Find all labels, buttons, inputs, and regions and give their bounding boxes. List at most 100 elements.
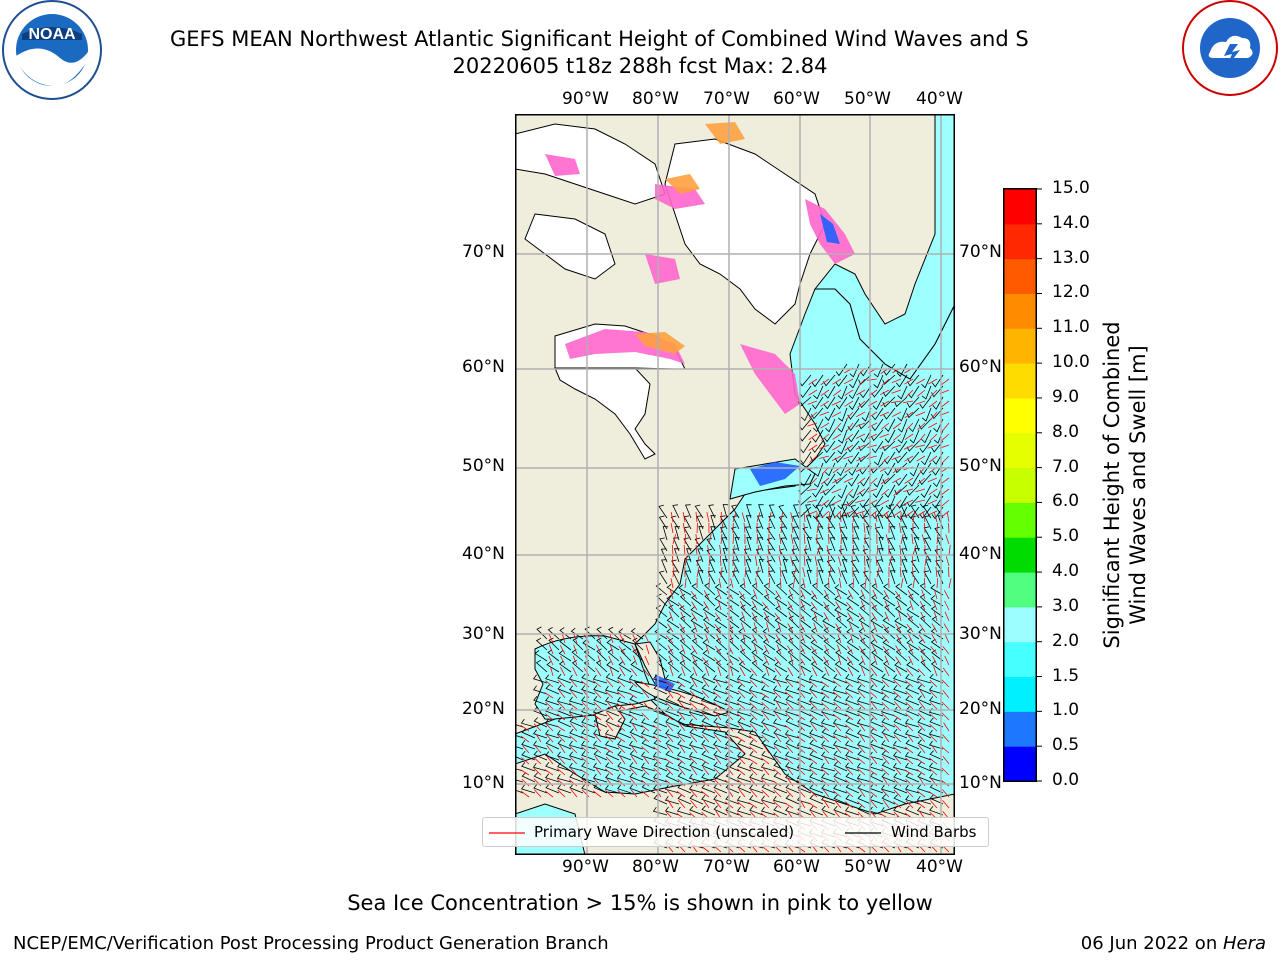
wind-barb: [582, 639, 596, 651]
wind-barb: [921, 429, 932, 444]
wave-direction-arrow: [700, 702, 710, 710]
wave-direction-arrow: [832, 713, 842, 721]
wave-direction-arrow: [816, 545, 821, 556]
wind-barb: [581, 685, 596, 695]
wind-barb: [656, 593, 668, 607]
wave-direction-arrow: [936, 534, 939, 545]
wave-direction-arrow: [749, 679, 758, 688]
wave-direction-arrow: [796, 846, 806, 853]
wind-barb: [689, 728, 704, 739]
wave-direction-arrow: [714, 645, 722, 655]
wind-barb: [544, 729, 560, 739]
wind-barb: [581, 707, 596, 717]
wave-direction-arrow: [870, 667, 878, 677]
wind-barb: [618, 628, 632, 640]
wind-barb: [930, 627, 944, 640]
wind-barb: [701, 684, 716, 695]
wave-direction-arrow: [630, 734, 638, 743]
wave-direction-arrow: [809, 701, 818, 710]
wind-barb: [713, 685, 728, 695]
wave-direction-arrow: [849, 633, 854, 644]
wind-barb: [710, 515, 716, 530]
wave-direction-arrow: [560, 655, 566, 666]
wave-direction-arrow: [837, 655, 842, 666]
wind-barb: [856, 674, 872, 684]
wind-barb: [736, 751, 752, 761]
wave-direction-arrow: [760, 757, 770, 765]
wave-direction-arrow: [744, 566, 747, 578]
wave-direction-arrow: [933, 512, 938, 523]
colorbar-tick-label: 13.0: [1052, 247, 1090, 268]
wave-direction-arrow: [676, 680, 686, 688]
wave-direction-arrow: [820, 768, 830, 776]
wind-barb: [767, 548, 776, 563]
wave-direction-arrow: [748, 802, 758, 809]
wave-direction-arrow: [737, 680, 746, 688]
wind-barb: [691, 583, 704, 596]
wind-barb: [884, 604, 896, 618]
wind-barb: [871, 495, 884, 508]
wave-direction-arrow: [904, 433, 914, 441]
wind-barb: [685, 504, 692, 519]
wave-direction-arrow: [533, 723, 542, 732]
wind-barb: [593, 695, 608, 706]
wind-barb: [664, 795, 680, 805]
wind-barb: [557, 706, 572, 717]
wind-barb: [823, 583, 836, 596]
wind-barb: [881, 695, 896, 706]
wind-barb: [821, 696, 836, 706]
wave-direction-arrow: [844, 389, 854, 396]
wind-barb: [930, 595, 944, 607]
wind-barb: [724, 729, 740, 739]
footer-host: Hera: [1222, 933, 1266, 954]
wave-direction-arrow: [894, 756, 902, 765]
wind-barb: [604, 740, 620, 750]
wave-direction-arrow: [864, 578, 867, 589]
wind-barb: [557, 739, 572, 750]
wave-direction-arrow: [714, 799, 722, 809]
wind-barb: [889, 559, 896, 574]
wave-direction-arrow: [707, 545, 710, 556]
wind-barb: [846, 660, 860, 673]
wind-barb: [907, 506, 920, 519]
wave-direction-arrow: [912, 512, 915, 523]
wind-barb: [665, 729, 680, 739]
wave-direction-arrow: [843, 510, 854, 516]
wave-direction-arrow: [765, 666, 770, 677]
wave-direction-arrow: [832, 433, 842, 440]
lat-label-left-20n: 20°N: [462, 699, 505, 719]
wind-barb: [763, 583, 776, 596]
wind-barb: [641, 772, 656, 783]
wind-barb: [671, 559, 680, 574]
wind-barb: [739, 583, 752, 596]
wind-barb: [690, 627, 704, 640]
wind-barb: [580, 740, 596, 750]
wave-direction-arrow: [919, 689, 926, 699]
wind-barb: [521, 772, 536, 783]
wind-barb: [837, 385, 848, 400]
wind-barb: [689, 696, 704, 706]
wave-direction-arrow: [689, 712, 698, 721]
wind-barb: [758, 559, 765, 574]
wind-barb: [873, 451, 884, 466]
wave-direction-arrow: [691, 645, 698, 655]
wind-barb: [569, 783, 584, 794]
wind-barb: [556, 696, 572, 706]
wave-direction-arrow: [713, 691, 722, 699]
wind-barb: [762, 638, 776, 651]
wave-direction-arrow: [664, 680, 674, 688]
wave-direction-arrow: [928, 455, 938, 463]
wave-direction-arrow: [916, 378, 926, 385]
wind-barb: [773, 685, 788, 695]
wave-direction-arrow: [832, 444, 842, 451]
wind-barb: [629, 685, 644, 695]
wave-direction-arrow: [689, 723, 698, 732]
wave-direction-arrow: [760, 692, 770, 699]
wave-direction-arrow: [751, 612, 758, 622]
wind-barb: [515, 789, 524, 794]
wave-direction-arrow: [790, 655, 794, 666]
wind-barb: [858, 660, 872, 673]
lon-label-top-50w: 50°W: [844, 89, 891, 109]
wave-direction-arrow: [940, 779, 950, 787]
wave-direction-arrow: [780, 523, 783, 534]
